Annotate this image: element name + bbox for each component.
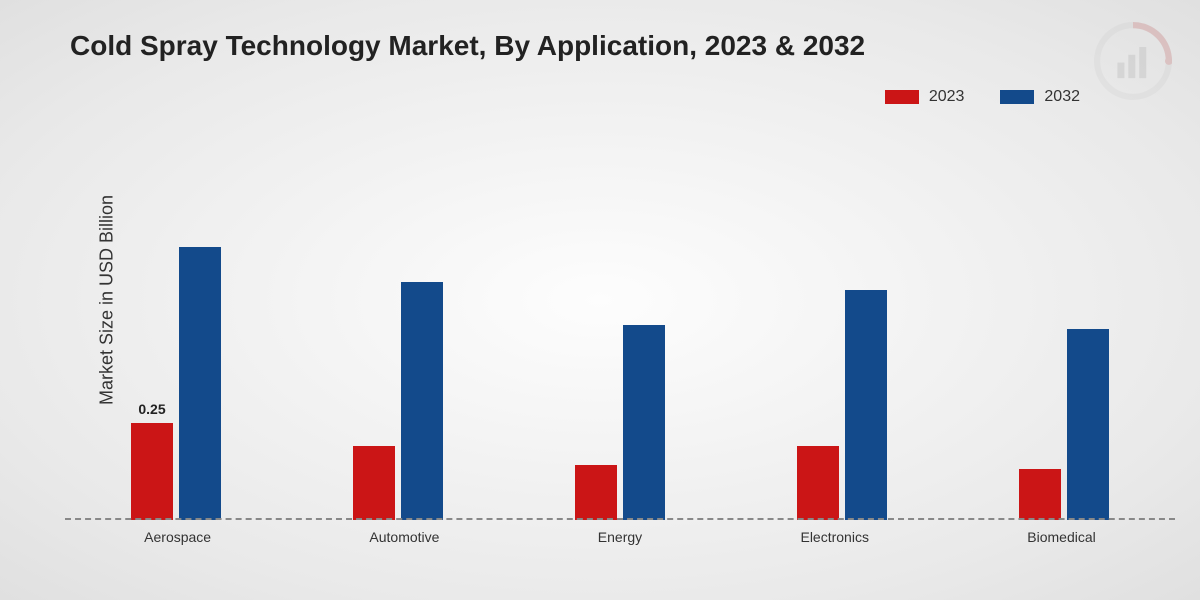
bar-groups: 0.25 [65,130,1175,520]
bar-group [1019,329,1109,520]
legend-swatch-2032 [1000,90,1034,104]
bar-2023 [353,446,395,520]
bar-2032 [845,290,887,520]
chart-page: Cold Spray Technology Market, By Applica… [0,0,1200,600]
x-axis-label: Aerospace [144,529,211,545]
bar-2023 [797,446,839,520]
bar-2032 [1067,329,1109,520]
legend: 2023 2032 [885,88,1080,106]
x-axis-label: Automotive [369,529,439,545]
legend-item-2023: 2023 [885,88,965,106]
bar-2023 [1019,469,1061,520]
legend-label-2032: 2032 [1044,88,1080,106]
bar-group: 0.25 [131,247,221,520]
bar-2032 [179,247,221,520]
bar-2032 [623,325,665,520]
legend-swatch-2023 [885,90,919,104]
bar-group [575,325,665,520]
chart-title: Cold Spray Technology Market, By Applica… [70,30,865,62]
x-axis-label: Energy [598,529,642,545]
bar-2023: 0.25 [131,423,173,521]
bar-group [353,282,443,520]
x-axis-baseline [65,518,1175,520]
bar-2023 [575,465,617,520]
bar-value-label: 0.25 [138,401,165,417]
legend-item-2032: 2032 [1000,88,1080,106]
watermark-logo-icon [1094,22,1172,100]
x-axis-label: Electronics [800,529,868,545]
x-axis-labels: Aerospace Automotive Energy Electronics Biom… [65,524,1175,550]
legend-label-2023: 2023 [929,88,965,106]
bar-group [797,290,887,520]
plot-area: 0.25 Aerospace Automotive Energy Electronic… [65,130,1175,550]
bar-2032 [401,282,443,520]
x-axis-label: Biomedical [1027,529,1095,545]
